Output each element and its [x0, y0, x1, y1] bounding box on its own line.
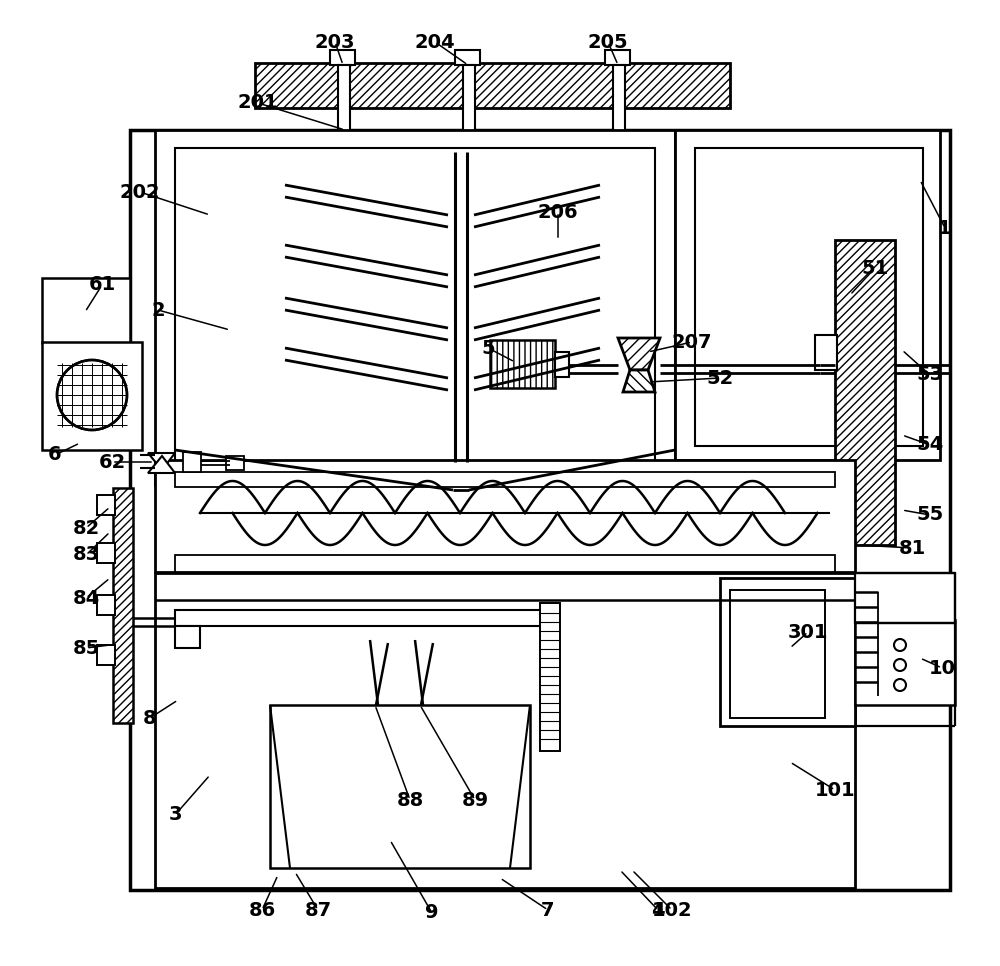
Text: 88: 88 — [396, 790, 424, 810]
Bar — [855, 620, 955, 705]
Polygon shape — [623, 370, 655, 392]
Bar — [330, 50, 355, 65]
Bar — [97, 543, 115, 563]
Text: 61: 61 — [88, 275, 116, 295]
Text: 202: 202 — [120, 183, 160, 202]
Bar — [555, 352, 569, 377]
Text: 83: 83 — [72, 546, 100, 564]
Bar — [130, 130, 950, 890]
Bar — [97, 595, 115, 615]
Bar — [815, 500, 837, 535]
Text: 8: 8 — [143, 708, 157, 727]
Bar — [155, 573, 855, 888]
Bar — [835, 240, 895, 545]
Text: 84: 84 — [72, 588, 100, 608]
Bar — [175, 472, 835, 487]
Bar — [270, 705, 530, 868]
Bar — [183, 452, 201, 472]
Text: 82: 82 — [72, 519, 100, 537]
Text: 52: 52 — [706, 368, 734, 387]
Bar — [255, 63, 730, 108]
Text: 204: 204 — [415, 33, 455, 51]
Bar — [42, 342, 142, 450]
Bar — [540, 603, 560, 751]
Bar — [42, 278, 130, 343]
Bar — [175, 148, 655, 465]
Text: 5: 5 — [481, 338, 495, 357]
Circle shape — [57, 360, 127, 430]
Bar — [155, 460, 855, 572]
Text: 1: 1 — [938, 218, 952, 238]
Text: 206: 206 — [538, 203, 578, 221]
Bar — [675, 130, 940, 460]
Bar — [155, 130, 675, 485]
Text: 203: 203 — [315, 33, 355, 51]
Text: 62: 62 — [98, 452, 126, 471]
Text: 6: 6 — [48, 445, 62, 465]
Bar — [463, 65, 475, 140]
Text: 301: 301 — [788, 622, 828, 641]
Text: 86: 86 — [248, 900, 276, 920]
Bar — [730, 590, 825, 718]
Bar — [490, 340, 555, 388]
Bar — [97, 645, 115, 665]
Text: 89: 89 — [461, 790, 489, 810]
Text: 51: 51 — [861, 259, 889, 277]
Bar — [720, 578, 855, 726]
Text: 102: 102 — [652, 900, 692, 920]
Text: 53: 53 — [916, 365, 944, 384]
Text: 207: 207 — [672, 332, 712, 352]
Text: 2: 2 — [151, 300, 165, 320]
Bar — [175, 626, 200, 648]
Text: 54: 54 — [916, 436, 944, 454]
Bar — [226, 456, 244, 470]
Text: 4: 4 — [651, 900, 665, 920]
Bar — [855, 573, 955, 623]
Text: 7: 7 — [541, 900, 555, 920]
Text: 9: 9 — [425, 903, 439, 923]
Polygon shape — [148, 456, 175, 473]
Text: 87: 87 — [304, 900, 332, 920]
Bar — [97, 495, 115, 515]
Bar — [613, 65, 625, 140]
Bar — [338, 65, 350, 140]
Bar — [815, 335, 837, 370]
Bar — [175, 555, 835, 572]
Text: 55: 55 — [916, 505, 944, 525]
Text: 101: 101 — [815, 781, 855, 800]
Text: 3: 3 — [168, 806, 182, 825]
Bar — [455, 50, 480, 65]
Text: 85: 85 — [72, 639, 100, 658]
Text: 201: 201 — [238, 94, 278, 112]
Polygon shape — [618, 338, 660, 370]
Text: 81: 81 — [898, 538, 926, 557]
Polygon shape — [148, 453, 175, 470]
Text: 205: 205 — [588, 33, 628, 51]
Bar — [605, 50, 630, 65]
Bar — [113, 488, 133, 723]
Text: 10: 10 — [928, 659, 956, 677]
Bar — [175, 610, 555, 626]
Bar — [695, 148, 923, 446]
